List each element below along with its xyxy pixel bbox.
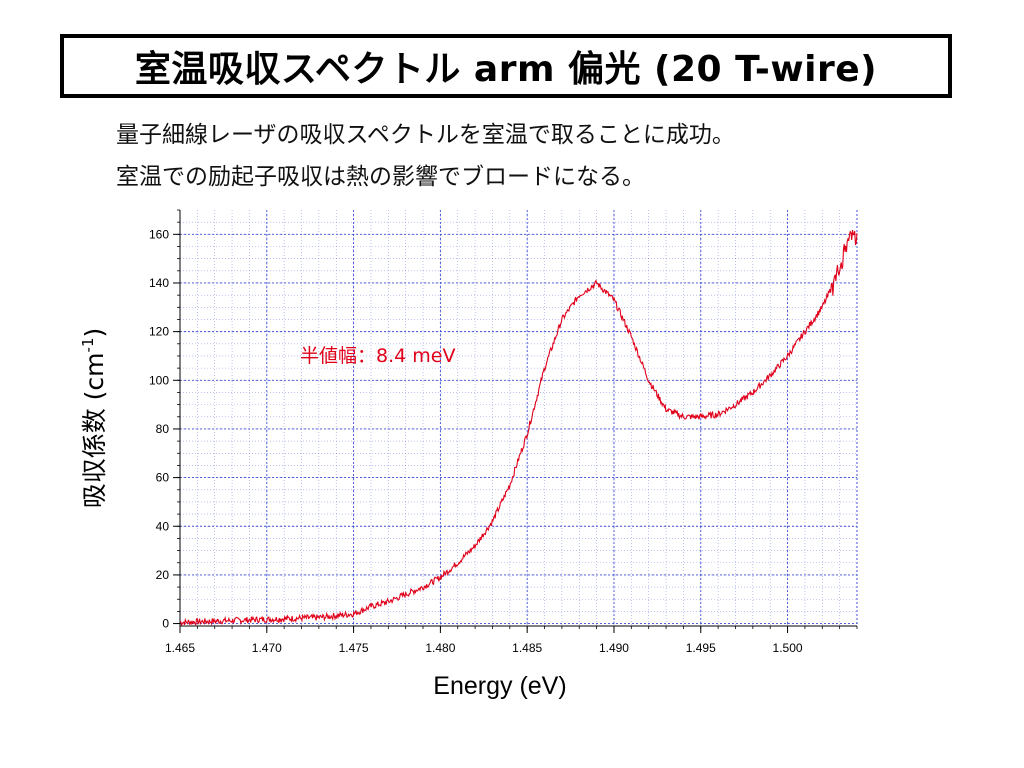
y-tick-label: 120 bbox=[149, 325, 169, 339]
y-tick-label: 160 bbox=[149, 227, 169, 241]
absorption-series-line bbox=[179, 229, 858, 626]
y-tick-label: 40 bbox=[156, 519, 170, 533]
y-tick-label: 60 bbox=[156, 471, 170, 485]
slide-title-box: 室温吸収スペクトル arm 偏光 (20 T-wire) bbox=[60, 34, 952, 98]
description-line-1: 量子細線レーザの吸収スペクトルを室温で取ることに成功。 bbox=[116, 122, 735, 148]
x-tick-label: 1.495 bbox=[686, 641, 716, 655]
x-tick-label: 1.470 bbox=[252, 641, 282, 655]
x-tick-label: 1.485 bbox=[512, 641, 542, 655]
x-axis-title: Energy (eV) bbox=[433, 672, 566, 700]
y-tick-label: 80 bbox=[156, 422, 170, 436]
description-line-2: 室温での励起子吸収は熱の影響でブロードになる。 bbox=[116, 164, 645, 190]
y-tick-label: 140 bbox=[149, 276, 169, 290]
y-axis-title: 吸収係数 (cm-1) bbox=[79, 328, 109, 509]
x-tick-label: 1.465 bbox=[165, 641, 195, 655]
y-tick-label: 0 bbox=[162, 617, 169, 631]
y-tick-label: 100 bbox=[149, 373, 169, 387]
x-tick-label: 1.490 bbox=[599, 641, 629, 655]
x-tick-label: 1.475 bbox=[339, 641, 369, 655]
slide-title: 室温吸収スペクトル arm 偏光 (20 T-wire) bbox=[134, 49, 878, 90]
fwhm-annotation: 半値幅：8.4 meV bbox=[300, 345, 455, 367]
x-tick-label: 1.480 bbox=[425, 641, 455, 655]
y-tick-label: 20 bbox=[156, 568, 170, 582]
x-tick-label: 1.500 bbox=[773, 641, 803, 655]
